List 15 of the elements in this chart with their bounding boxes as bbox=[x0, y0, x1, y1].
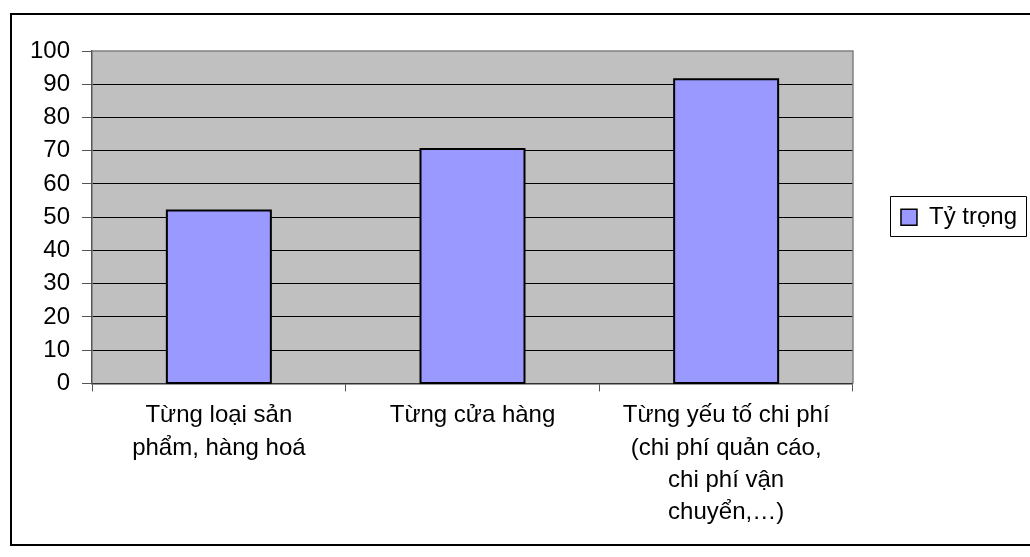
y-tick-label: 100 bbox=[30, 35, 71, 63]
legend-label: Tỷ trọng bbox=[928, 201, 1017, 229]
y-tick-label: 20 bbox=[43, 301, 71, 329]
y-tick-label: 50 bbox=[43, 201, 71, 229]
y-tick-label: 40 bbox=[43, 235, 71, 263]
y-tick-label: 90 bbox=[43, 68, 71, 96]
y-tick-label: 80 bbox=[43, 102, 71, 130]
x-tick-label: Từng cửa hàng bbox=[389, 400, 556, 428]
x-tick-label: Từng loại sản phẩm, hàng hoá bbox=[132, 400, 307, 460]
y-tick-label: 60 bbox=[43, 168, 71, 196]
y-tick-label: 30 bbox=[43, 268, 71, 296]
x-tick-label: Từng yếu tố chi phí (chi phí quản cáo, chi phí vận chuyển,…) bbox=[622, 400, 830, 525]
y-tick-label: 70 bbox=[43, 135, 71, 163]
y-tick-label: 0 bbox=[56, 368, 71, 396]
y-tick-label: 10 bbox=[43, 334, 71, 362]
